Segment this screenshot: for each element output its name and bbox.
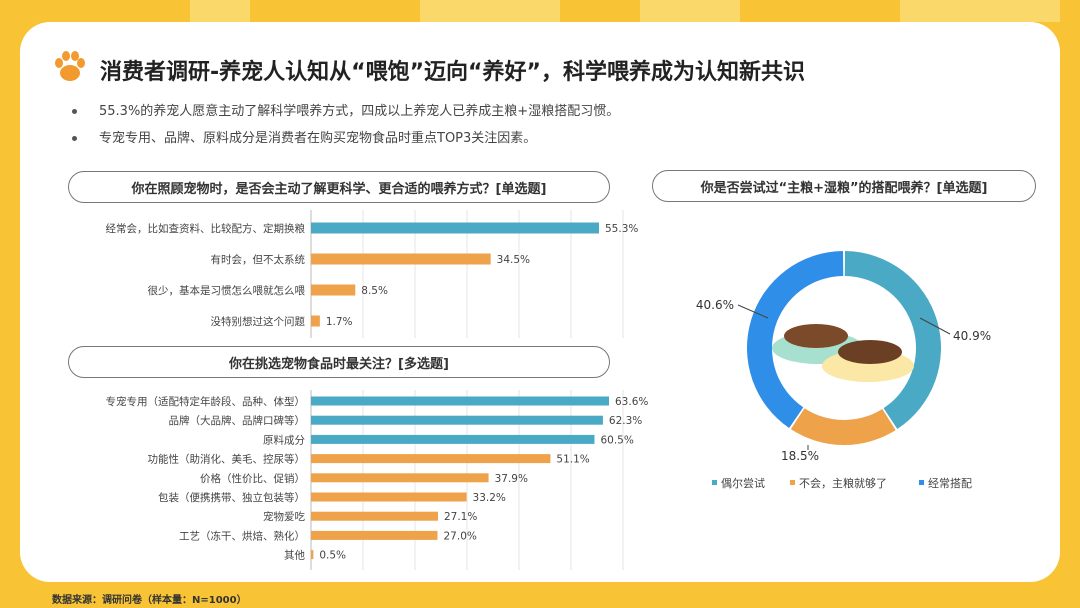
data-label: 34.5% (497, 254, 530, 266)
bar (311, 284, 356, 296)
question-title-3: 你是否尝试过“主粮+湿粮”的搭配喂养？[单选题] (652, 170, 1036, 202)
category-label: 没特别想过这个问题 (211, 315, 306, 328)
category-label: 很少，基本是习惯怎么喂就怎么喂 (148, 284, 306, 297)
bar (311, 511, 438, 521)
top-decoration-stripe (900, 0, 1060, 22)
donut-slice (790, 408, 896, 445)
legend-swatch (919, 480, 924, 485)
legend-label: 经常搭配 (928, 477, 972, 490)
bar (311, 315, 320, 327)
category-label: 其他 (284, 549, 305, 562)
data-label: 63.6% (615, 396, 648, 408)
category-label: 原料成分 (263, 433, 305, 446)
category-label: 包装（便携携带、独立包装等） (158, 491, 305, 504)
category-label: 品牌（大品牌、品牌口碑等） (169, 414, 306, 427)
data-label: 1.7% (326, 316, 353, 328)
bar (311, 492, 467, 502)
kibble-illustration (784, 324, 848, 348)
data-source-note: 数据来源：调研问卷（样本量：N=1000） (52, 595, 247, 606)
legend-swatch (790, 480, 795, 485)
question-title-2: 你在挑选宠物食品时最关注？[多选题] (68, 346, 610, 378)
data-label: 0.5% (319, 550, 346, 562)
top-decoration-stripe (190, 0, 250, 22)
bar (311, 454, 551, 464)
data-label: 8.5% (361, 285, 388, 297)
data-label: 40.6% (696, 298, 734, 312)
data-label: 51.1% (556, 454, 589, 466)
category-label: 专宠专用（适配特定年龄段、品种、体型） (106, 395, 306, 408)
bullet-dot (72, 136, 77, 141)
data-label: 18.5% (781, 449, 819, 463)
data-label: 62.3% (609, 415, 642, 427)
data-label: 55.3% (605, 223, 638, 235)
category-label: 功能性（助消化、美毛、控尿等） (148, 453, 306, 466)
legend-swatch (712, 480, 717, 485)
bar (311, 530, 438, 540)
paw-icon (55, 51, 85, 81)
leader-line (919, 317, 951, 335)
top-decoration-stripe (420, 0, 560, 22)
data-label: 60.5% (600, 434, 633, 446)
donut-slice (844, 251, 941, 430)
bar (311, 434, 595, 444)
page-title: 消费者调研-养宠人认知从“喂饱”迈向“养好”，科学喂养成为认知新共识 (100, 60, 805, 85)
bar (311, 253, 491, 265)
data-label: 27.0% (444, 530, 477, 542)
kibble-illustration (838, 340, 902, 364)
bar (311, 415, 603, 425)
question-title-1: 你在照顾宠物时，是否会主动了解更科学、更合适的喂养方式？[单选题] (68, 171, 610, 203)
bar (311, 222, 599, 234)
data-label: 37.9% (495, 473, 528, 485)
donut-slice (746, 251, 844, 428)
bar (311, 473, 489, 483)
top-decoration-stripe (640, 0, 740, 22)
leader-line (737, 304, 769, 319)
data-label: 40.9% (953, 329, 991, 343)
bar (311, 550, 314, 560)
content-card (20, 22, 1060, 582)
data-label: 27.1% (444, 511, 477, 523)
bullet-item: 专宠专用、品牌、原料成分是消费者在购买宠物食品时重点TOP3关注因素。 (72, 127, 536, 146)
legend-label: 偶尔尝试 (721, 477, 765, 490)
category-label: 工艺（冻干、烘焙、熟化） (179, 529, 305, 542)
category-label: 价格（性价比、促销） (200, 472, 305, 485)
bullet-item: 55.3%的养宠人愿意主动了解科学喂养方式，四成以上养宠人已养成主粮+湿粮搭配习… (72, 100, 619, 119)
bullet-dot (72, 109, 77, 114)
category-label: 经常会，比如查资料、比较配方、定期换粮 (106, 222, 306, 235)
data-label: 33.2% (473, 492, 506, 504)
bullet-text: 55.3%的养宠人愿意主动了解科学喂养方式，四成以上养宠人已养成主粮+湿粮搭配习… (99, 104, 620, 119)
legend-label: 不会，主粮就够了 (799, 476, 887, 490)
category-label: 宠物爱吃 (263, 510, 305, 523)
category-label: 有时会，但不太系统 (211, 253, 306, 266)
bar (311, 396, 609, 406)
bullet-text: 专宠专用、品牌、原料成分是消费者在购买宠物食品时重点TOP3关注因素。 (99, 131, 537, 146)
